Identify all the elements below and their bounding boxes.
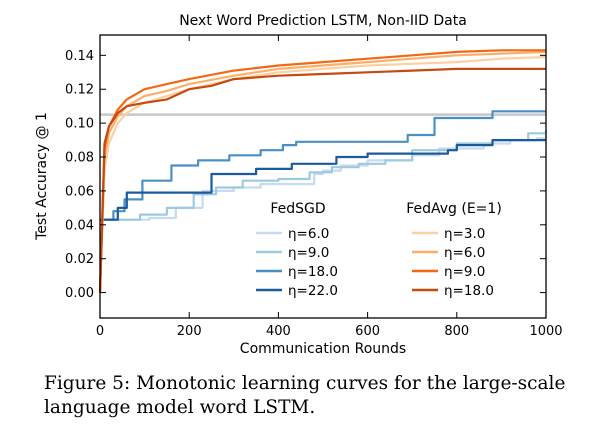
line-chart: Next Word Prediction LSTM, Non-IID Data … xyxy=(34,13,563,357)
x-tick-label-2: 400 xyxy=(266,324,291,339)
y-tick-label-3: 0.06 xyxy=(65,184,94,199)
y-tick-label-1: 0.02 xyxy=(65,252,94,267)
series-line-fedavg-5 xyxy=(98,50,547,293)
y-axis-ticks: 0.00 0.02 0.04 0.06 0.08 0.10 0.12 0.14 xyxy=(65,49,546,301)
x-axis-label: Communication Rounds xyxy=(240,341,406,357)
series-line-fedsgd-3 xyxy=(100,139,546,221)
y-tick-label-5: 0.10 xyxy=(65,117,94,132)
legend-label-fedavg-0: η=3.0 xyxy=(444,226,485,242)
x-tick-label-5: 1000 xyxy=(529,324,562,339)
series-line-fedsgd-0 xyxy=(100,135,548,221)
legend-label-fedsgd-2: η=18.0 xyxy=(288,264,338,280)
x-tick-label-4: 800 xyxy=(444,324,469,339)
y-tick-label-7: 0.14 xyxy=(65,49,94,64)
legend-label-fedavg-2: η=9.0 xyxy=(444,264,485,280)
legend-label-fedsgd-1: η=9.0 xyxy=(288,245,329,261)
series-line-fedavg-4 xyxy=(98,55,547,293)
legend-label-fedavg-3: η=18.0 xyxy=(444,283,494,299)
legend-label-fedavg-1: η=6.0 xyxy=(444,245,485,261)
x-tick-label-3: 600 xyxy=(355,324,380,339)
y-tick-label-0: 0.00 xyxy=(65,286,94,301)
series-line-fedavg-7 xyxy=(98,67,546,293)
y-axis-label: Test Accuracy @ 1 xyxy=(34,112,50,241)
plot-frame xyxy=(99,34,547,319)
figure-caption: Figure 5: Monotonic learning curves for … xyxy=(44,373,566,418)
legend-title-fedsgd: FedSGD xyxy=(270,201,325,217)
y-tick-label-2: 0.04 xyxy=(65,218,94,233)
x-tick-label-0: 0 xyxy=(96,324,104,339)
legend-label-fedsgd-0: η=6.0 xyxy=(288,226,329,242)
legend-label-fedsgd-3: η=22.0 xyxy=(288,283,338,299)
y-tick-label-4: 0.08 xyxy=(65,151,94,166)
series-line-fedsgd-2 xyxy=(100,110,546,221)
y-tick-label-6: 0.12 xyxy=(65,83,94,98)
legend: FedSGD η=6.0 η=9.0 η=18.0 η=22.0 FedAvg (E=1)… xyxy=(256,201,502,299)
series-group xyxy=(98,49,548,293)
chart-title: Next Word Prediction LSTM, Non-IID Data xyxy=(179,13,467,29)
x-tick-label-1: 200 xyxy=(177,324,202,339)
x-axis-ticks: 0 200 400 600 800 1000 xyxy=(96,35,563,339)
legend-title-fedavg: FedAvg (E=1) xyxy=(406,201,502,217)
